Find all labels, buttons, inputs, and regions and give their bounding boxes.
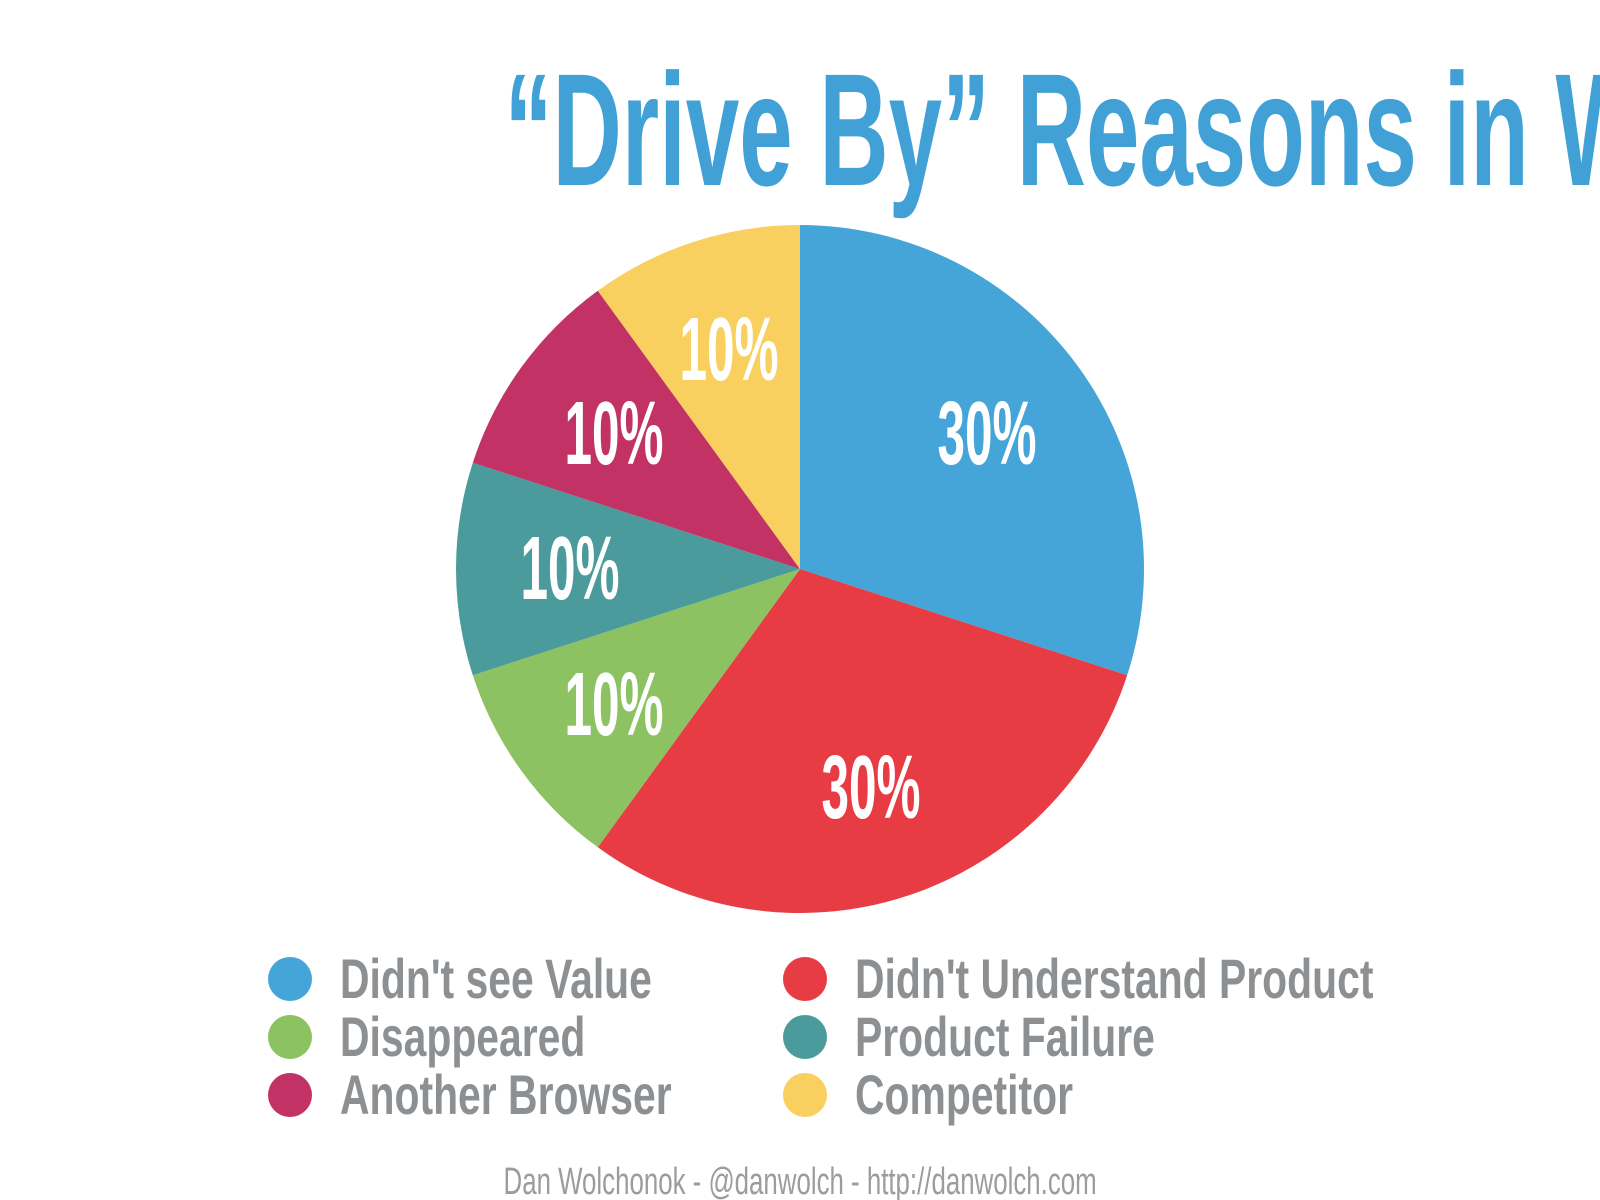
pie-slice-another-browser (472, 290, 800, 569)
legend-item-disappeared: Disappeared (268, 1009, 783, 1065)
footer-credit-text: Dan Wolchonok - @danwolch - http://danwo… (503, 1161, 1097, 1200)
slice-percent-label-disappeared: 10% (563, 654, 664, 755)
legend-swatch-competitor (783, 1073, 827, 1117)
legend-item-didnt-understand-product: Didn't Understand Product (783, 951, 1373, 1007)
pie-slice-didn-t-see-value (800, 225, 1144, 676)
legend-item-another-browser: Another Browser (268, 1067, 783, 1123)
pie-slice-disappeared (472, 569, 800, 848)
slice-percent-label-product-failure: 10% (519, 519, 620, 619)
pie-slice-product-failure (456, 462, 800, 676)
legend-label-disappeared: Disappeared (340, 1005, 586, 1068)
legend-swatch-didnt-understand-product (783, 957, 827, 1001)
legend-label-didnt-understand-product: Didn't Understand Product (855, 947, 1374, 1010)
chart-title: “Drive By” Reasons in Week One (0, 46, 1600, 214)
legend-label-another-browser: Another Browser (340, 1063, 672, 1126)
pie-slice-competitor (597, 225, 800, 569)
legend-swatch-product-failure (783, 1015, 827, 1059)
footer-credit: Dan Wolchonok - @danwolch - http://danwo… (0, 1163, 1600, 1200)
slice-percent-label-competitor: 10% (679, 299, 779, 400)
legend-label-product-failure: Product Failure (855, 1005, 1155, 1068)
legend-label-competitor: Competitor (855, 1063, 1074, 1126)
legend-swatch-another-browser (268, 1073, 312, 1117)
legend-item-didnt-see-value: Didn't see Value (268, 951, 783, 1007)
slice-percent-label-didn-t-see-value: 30% (936, 383, 1037, 484)
legend-item-product-failure: Product Failure (783, 1009, 1298, 1065)
legend-swatch-disappeared (268, 1015, 312, 1059)
legend-swatch-didnt-see-value (268, 957, 312, 1001)
chart-title-text: “Drive By” Reasons in Week One (504, 40, 1600, 219)
pie-slice-didn-t-understand-product (597, 569, 1128, 913)
legend-label-didnt-see-value: Didn't see Value (340, 947, 652, 1010)
slice-percent-label-didn-t-understand-product: 30% (821, 738, 921, 839)
slice-percent-label-another-browser: 10% (563, 383, 664, 484)
legend-item-competitor: Competitor (783, 1067, 1298, 1123)
legend: Didn't see Value Didn't Understand Produ… (268, 950, 1373, 1124)
